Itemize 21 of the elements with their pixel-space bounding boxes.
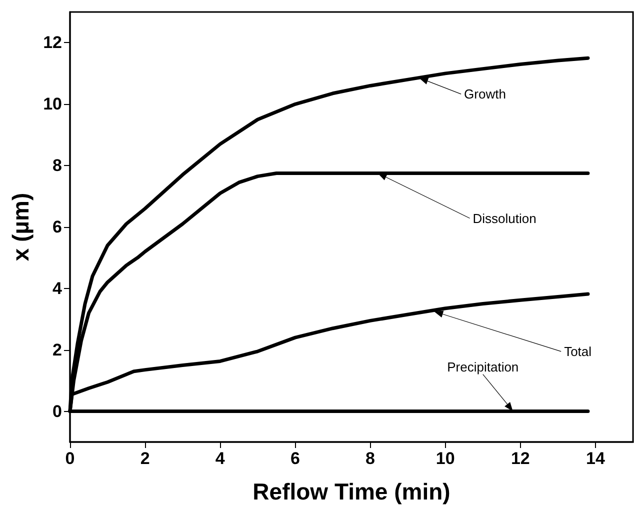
y-tick-label: 12 [43,33,62,52]
annotation: Dissolution [472,210,536,226]
x-axis-title: Reflow Time (min) [252,478,450,504]
x-tick-label: 12 [510,449,530,468]
annotation: Total [564,344,592,359]
y-tick-label: 4 [52,278,63,298]
x-tick-label: 6 [290,449,300,468]
annotation: Growth [464,86,506,102]
x-tick-label: 4 [215,449,226,468]
x-tick-label: 10 [436,449,455,468]
annotation: Precipitation [447,359,519,374]
y-tick-label: 0 [52,402,62,421]
y-axis-title: x (µm) [8,192,34,262]
y-tick-label: 2 [52,340,62,360]
y-tick-label: 10 [43,94,62,114]
y-tick-label: 6 [52,218,62,236]
x-tick-label: 0 [65,449,75,468]
x-tick-label: 8 [366,449,375,468]
y-tick-label: 8 [52,156,62,176]
x-tick-label: 2 [140,449,150,468]
x-tick-label: 14 [586,449,606,468]
